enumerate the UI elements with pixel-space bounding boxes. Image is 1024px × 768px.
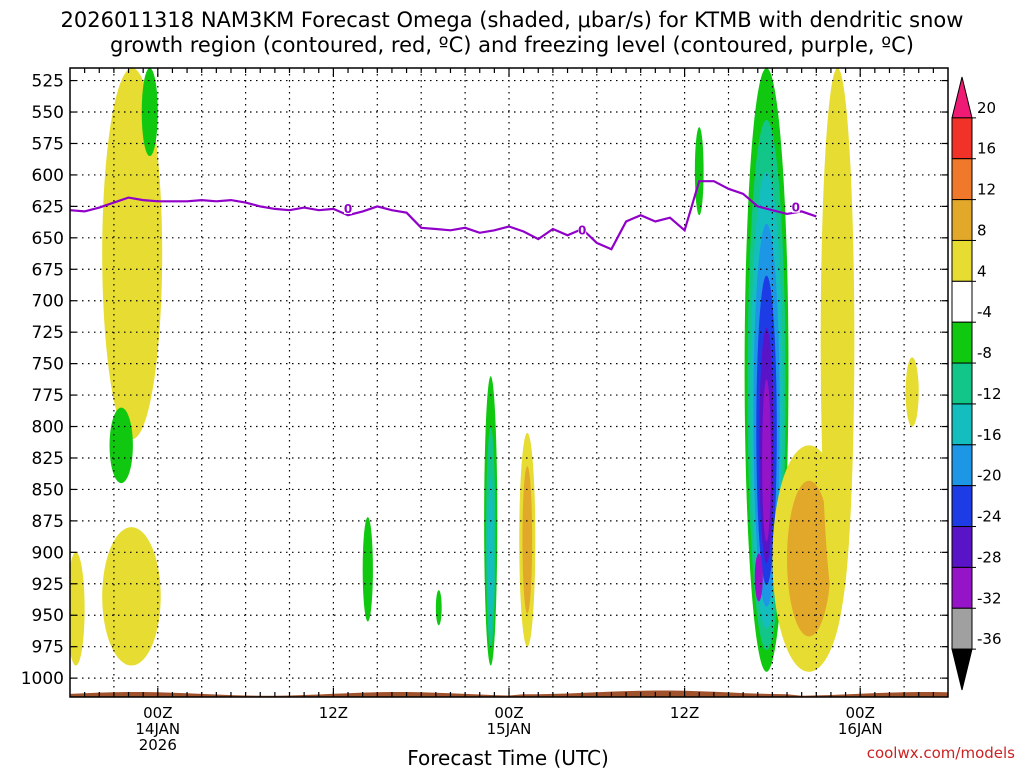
colorbar-label--36: -36: [977, 630, 1002, 648]
y-tick-label-1000: 1000: [21, 669, 64, 689]
colorbar-label--28: -28: [977, 548, 1002, 566]
omega-region-13-level-0: [905, 357, 919, 427]
x-tick-label-2-1: 15JAN: [487, 720, 532, 738]
freezing-level-label-0: 0: [344, 202, 352, 216]
omega-region-0-level-0: [102, 68, 163, 440]
omega-region-1-level-0: [141, 68, 158, 157]
x-tick-label-4-1: 16JAN: [838, 720, 883, 738]
colorbar-label-8: 8: [977, 221, 987, 239]
freezing-level-label-bg-0: [344, 201, 353, 214]
x-tick-label-0-0: 00Z: [143, 704, 172, 722]
y-tick-label-625: 625: [32, 197, 64, 217]
omega-region-12-level-0: [820, 68, 855, 616]
omega-region-4-level-0: [70, 552, 85, 666]
colorbar-swatch-11: [951, 526, 973, 568]
grid: [70, 68, 948, 697]
chart-title-line-2: growth region (contoured, red, ºC) and f…: [110, 33, 914, 57]
y-tick-label-575: 575: [32, 134, 64, 154]
colorbar-label--8: -8: [977, 344, 992, 362]
colorbar-label--16: -16: [977, 426, 1002, 444]
colorbar-label--4: -4: [977, 303, 992, 321]
colorbar-cap-bottom: [951, 648, 973, 691]
y-tick-label-550: 550: [32, 103, 64, 123]
x-tick-label-0-1: 14JAN: [135, 720, 180, 738]
colorbar-label-20: 20: [977, 99, 996, 117]
y-tick-label-725: 725: [32, 323, 64, 343]
x-tick-label-3-0: 12Z: [670, 704, 699, 722]
plot-area: 0 0 0: [69, 68, 948, 697]
colorbar-cap-top: [951, 76, 973, 119]
omega-region-8-level-1: [522, 466, 533, 614]
colorbar-swatch-5: [951, 280, 973, 323]
colorbar-swatch-6: [951, 321, 973, 364]
omega-region-2-level-0: [109, 407, 133, 484]
omega-region-3-level-0: [102, 527, 161, 666]
y-tick-label-950: 950: [32, 606, 64, 626]
y-tick-label-975: 975: [32, 638, 64, 658]
y-tick-label-650: 650: [32, 229, 64, 249]
y-tick-label-525: 525: [32, 72, 64, 92]
y-tick-label-925: 925: [32, 575, 64, 595]
colorbar-label--32: -32: [977, 589, 1002, 607]
omega-region-9-level-0: [694, 127, 704, 216]
colorbar-swatch-9: [951, 444, 973, 487]
colorbar-label-16: 16: [977, 140, 996, 158]
omega-minimum-core: [754, 553, 763, 602]
colorbar-label--12: -12: [977, 385, 1002, 403]
y-tick-label-800: 800: [32, 418, 64, 438]
colorbar-swatch-10: [951, 485, 973, 528]
colorbar-label--24: -24: [977, 508, 1002, 526]
colorbar-label--20: -20: [977, 467, 1002, 485]
y-tick-label-675: 675: [32, 260, 64, 280]
freezing-level-label-2: 0: [792, 201, 800, 215]
colorbar-swatch-4: [951, 239, 973, 282]
freezing-level-label-bg-1: [578, 223, 587, 236]
freezing-level-label-bg-2: [791, 200, 800, 213]
x-tick-label-0-2: 2026: [139, 736, 177, 754]
y-tick-label-700: 700: [32, 292, 64, 312]
omega-region-5-level-0: [362, 517, 373, 622]
colorbar-swatch-8: [951, 403, 973, 446]
colorbar-swatch-1: [951, 117, 973, 160]
omega-region-10-level-6: [762, 379, 771, 542]
y-tick-label-775: 775: [32, 386, 64, 406]
omega-region-7-level-2: [487, 478, 494, 631]
colorbar-swatch-12: [951, 566, 973, 609]
freezing-level-line: [69, 180, 817, 251]
y-tick-label-875: 875: [32, 512, 64, 532]
y-tick-label-750: 750: [32, 355, 64, 375]
freezing-level-label-1: 0: [578, 223, 586, 237]
x-tick-label-4-0: 00Z: [846, 704, 875, 722]
chart-title-line-1: 2026011318 NAM3KM Forecast Omega (shaded…: [61, 8, 964, 32]
omega-region-6-level-0: [435, 590, 442, 626]
y-tick-label-850: 850: [32, 480, 64, 500]
colorbar-swatch-3: [951, 199, 973, 241]
y-tick-label-600: 600: [32, 166, 64, 186]
credit-watermark[interactable]: coolwx.com/models: [867, 744, 1015, 762]
colorbar-swatch-2: [951, 158, 973, 201]
y-tick-label-825: 825: [32, 449, 64, 469]
colorbar-swatch-13: [951, 607, 973, 650]
x-axis-label: Forecast Time (UTC): [407, 746, 609, 768]
omega-region-11-level-1: [787, 480, 831, 637]
y-tick-label-900: 900: [32, 543, 64, 563]
colorbar-label-4: 4: [977, 262, 987, 280]
x-tick-label-2-0: 00Z: [494, 704, 523, 722]
colorbar-swatch-7: [951, 362, 973, 405]
x-tick-label-1-0: 12Z: [319, 704, 348, 722]
colorbar-label-12: 12: [977, 181, 996, 199]
axes: 525 550 575 600 625 650 675 700 725 750 775 800 825 8…: [21, 67, 949, 754]
colorbar: 20 16 12 8 4 -4 -8 -12 -16 -20 -24 -28 -32 -36: [951, 76, 1002, 691]
